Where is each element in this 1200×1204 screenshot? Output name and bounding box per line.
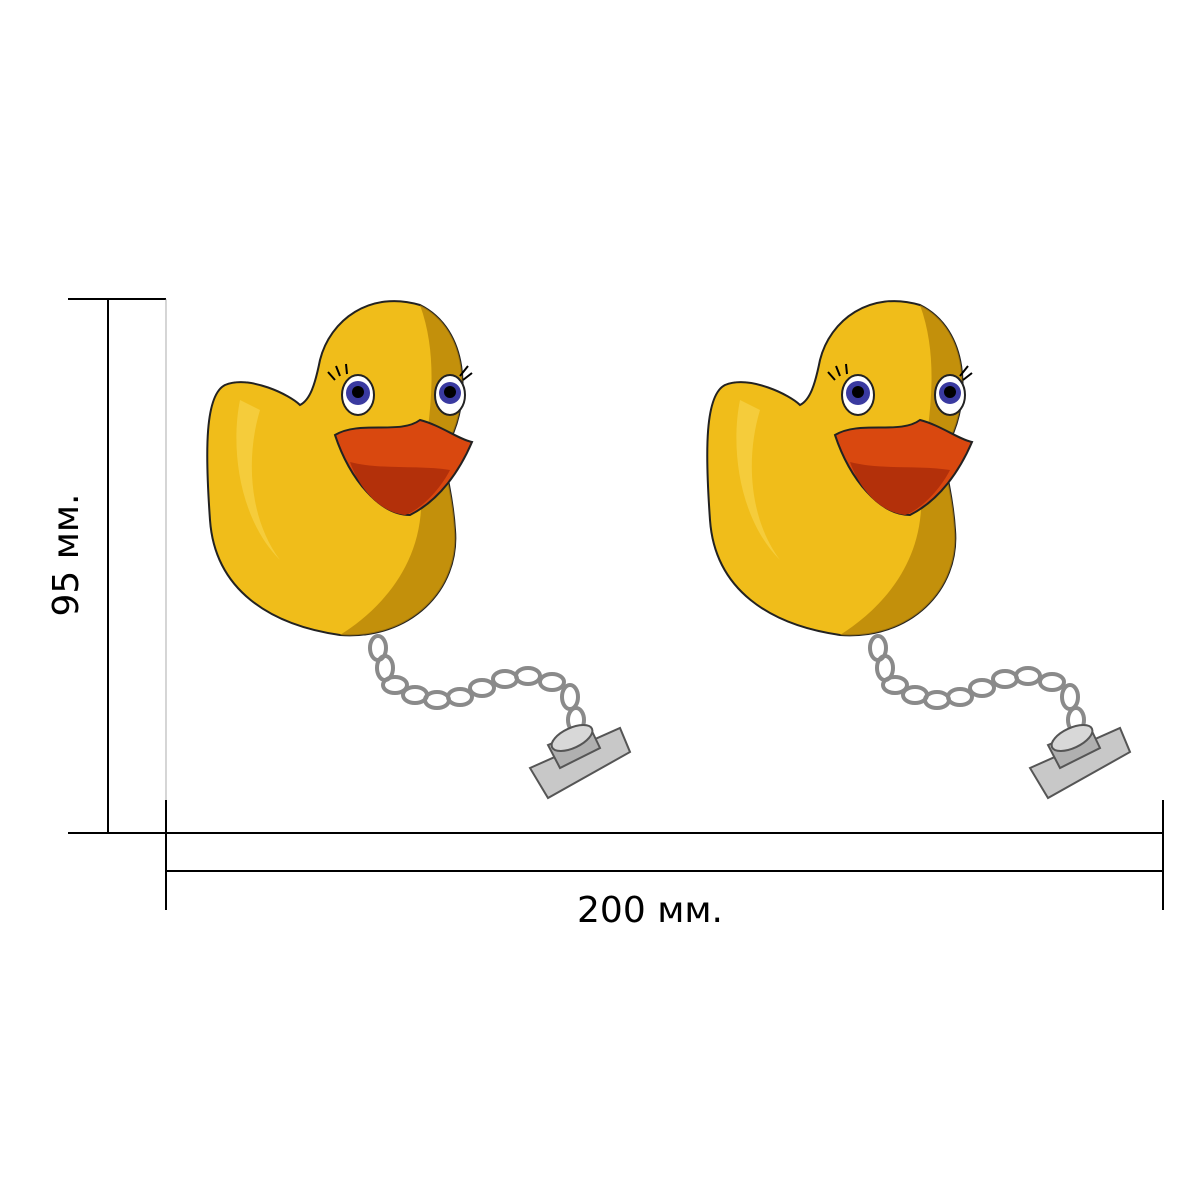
height-label: 95 мм. <box>46 493 87 616</box>
duck-right <box>705 299 1132 800</box>
width-label: 200 мм. <box>577 890 723 931</box>
width-dimension <box>165 800 1164 910</box>
height-dimension <box>68 298 167 834</box>
duck-left <box>205 299 632 800</box>
